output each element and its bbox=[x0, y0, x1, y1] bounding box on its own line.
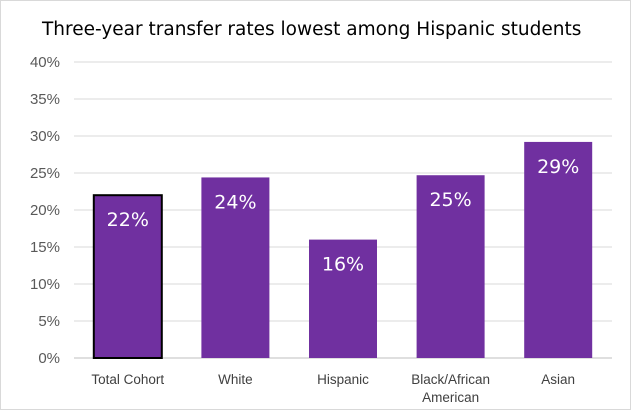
bar bbox=[201, 177, 270, 358]
bar bbox=[92, 194, 163, 359]
y-tick-label: 0% bbox=[38, 350, 60, 367]
chart-title: Three-year transfer rates lowest among H… bbox=[42, 19, 582, 40]
x-tick-label: White bbox=[218, 372, 253, 387]
x-tick-label: Total Cohort bbox=[91, 372, 164, 387]
x-tick-label: American bbox=[422, 390, 479, 405]
data-label: 22% bbox=[107, 209, 149, 231]
y-tick-label: 10% bbox=[30, 276, 60, 293]
y-tick-label: 35% bbox=[30, 91, 60, 108]
y-tick-label: 25% bbox=[30, 165, 60, 182]
x-tick-label: Black/African bbox=[411, 372, 490, 387]
y-tick-label: 15% bbox=[30, 239, 60, 256]
bar bbox=[309, 239, 377, 358]
x-tick-label: Asian bbox=[541, 372, 575, 387]
y-tick-label: 5% bbox=[38, 313, 60, 330]
y-tick-label: 30% bbox=[30, 128, 60, 145]
bar bbox=[416, 175, 485, 358]
y-tick-label: 40% bbox=[30, 54, 60, 71]
x-tick-label: Hispanic bbox=[317, 372, 369, 387]
data-label: 16% bbox=[322, 254, 364, 276]
data-label: 25% bbox=[429, 189, 471, 211]
bar bbox=[524, 141, 593, 358]
data-label: 24% bbox=[214, 191, 256, 213]
y-tick-label: 20% bbox=[30, 202, 60, 219]
data-label: 29% bbox=[537, 156, 579, 178]
